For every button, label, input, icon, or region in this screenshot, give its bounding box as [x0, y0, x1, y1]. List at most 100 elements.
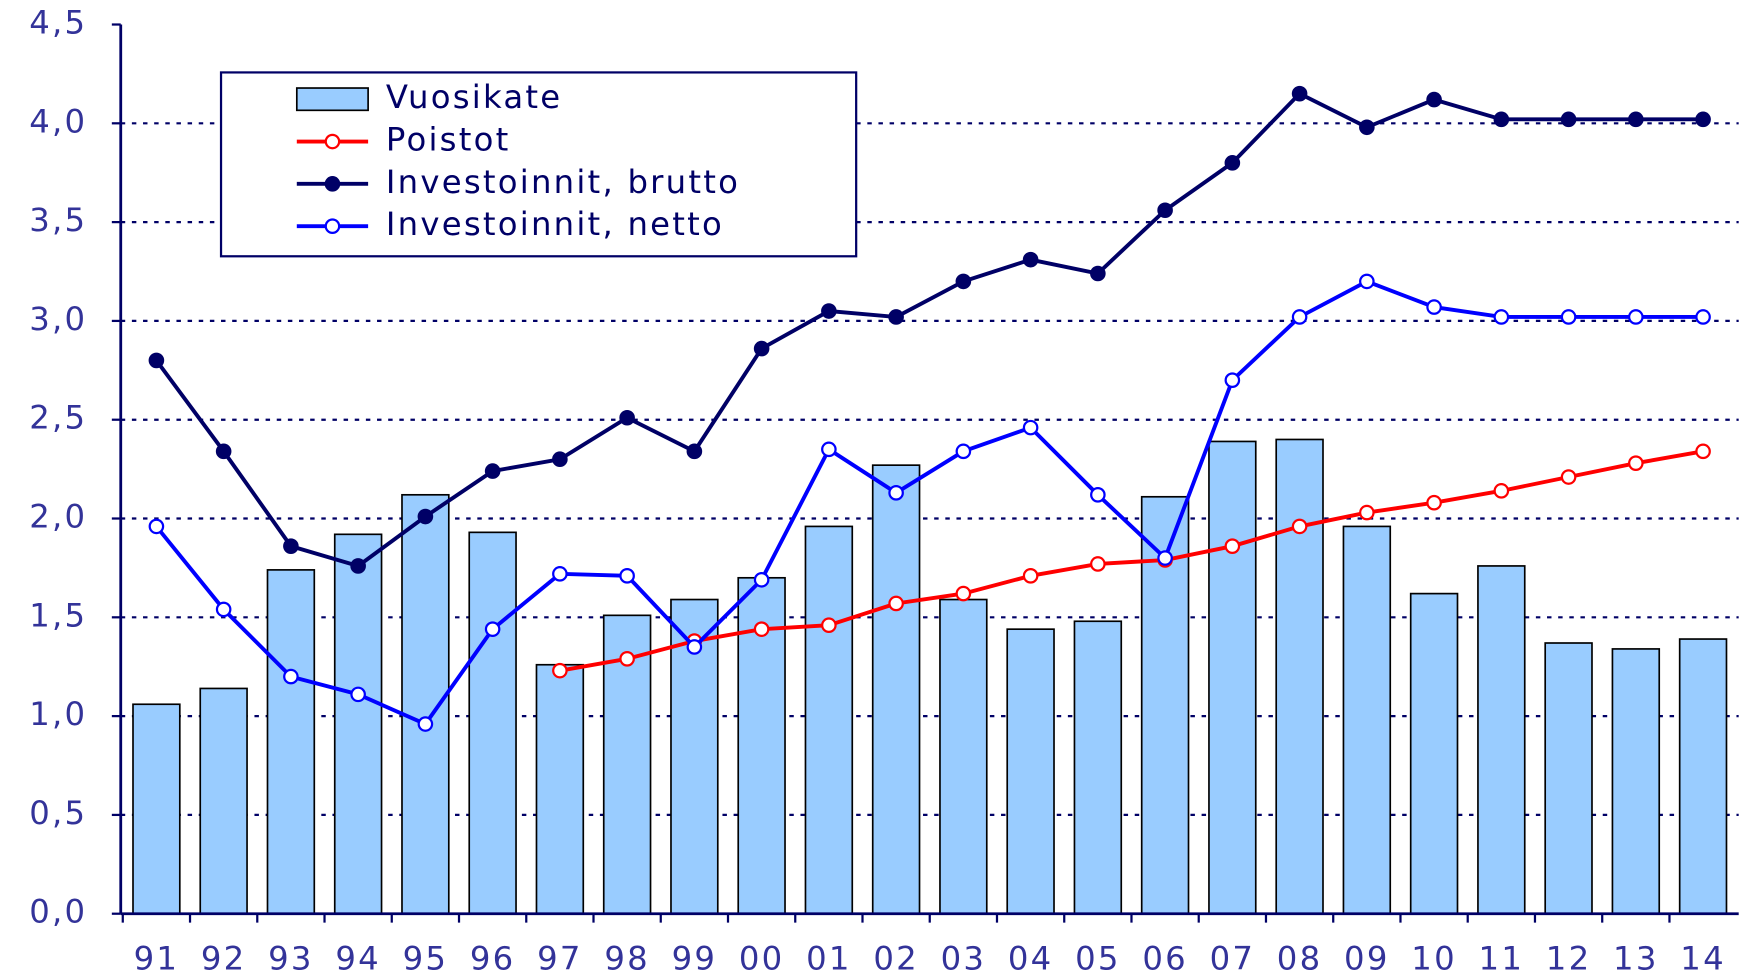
marker: [1560, 111, 1577, 128]
marker: [1426, 494, 1442, 511]
bar: [1544, 642, 1593, 915]
bar: [804, 525, 854, 915]
legend-label: Poistot: [386, 121, 511, 159]
marker: [1359, 119, 1375, 136]
marker: [552, 451, 568, 468]
x-tick-label: 93: [268, 940, 314, 975]
marker: [417, 508, 434, 525]
marker: [1359, 273, 1375, 290]
marker: [1493, 111, 1510, 128]
y-tick-label: 2,5: [29, 399, 87, 437]
bar: [199, 687, 248, 915]
marker: [283, 538, 299, 554]
marker: [1560, 309, 1577, 325]
x-tick-label: 03: [941, 940, 987, 975]
marker: [1022, 251, 1039, 268]
y-tick-label: 4,5: [29, 4, 87, 42]
marker: [1291, 309, 1308, 325]
y-tick-label: 0,5: [29, 794, 87, 832]
marker: [148, 518, 165, 535]
marker: [888, 595, 904, 612]
marker: [1090, 487, 1106, 503]
marker: [1493, 483, 1510, 499]
marker: [821, 617, 837, 634]
marker: [484, 463, 501, 479]
marker: [821, 303, 837, 319]
marker: [283, 668, 299, 685]
x-tick-label: 95: [403, 940, 449, 975]
marker: [215, 601, 232, 618]
marker: [1157, 202, 1173, 219]
bar: [1006, 628, 1055, 915]
x-tick-label: 97: [537, 940, 583, 975]
marker: [1560, 469, 1577, 485]
y-tick-label: 4,0: [29, 102, 87, 140]
marker: [148, 352, 165, 369]
y-tick-label: 1,5: [29, 596, 87, 634]
marker: [1022, 568, 1039, 584]
x-tick-label: 13: [1613, 940, 1659, 975]
marker: [1291, 518, 1308, 535]
x-tick-label: 10: [1411, 940, 1457, 975]
x-tick-label: 09: [1344, 940, 1390, 975]
bar: [1477, 565, 1526, 915]
marker: [1224, 538, 1241, 554]
bar: [871, 464, 921, 915]
bar: [333, 533, 383, 915]
marker: [1022, 419, 1039, 436]
marker: [1157, 550, 1173, 566]
marker: [686, 639, 703, 655]
legend-label: Investoinnit, brutto: [386, 163, 740, 201]
legend-marker: [324, 133, 341, 150]
marker: [686, 443, 703, 460]
x-tick-label: 96: [470, 940, 516, 975]
marker: [1224, 155, 1241, 171]
marker: [619, 651, 635, 667]
bar: [1275, 438, 1324, 915]
marker: [1628, 455, 1644, 471]
marker: [821, 441, 837, 458]
bar: [266, 569, 316, 915]
y-tick-label: 1,0: [29, 695, 87, 733]
x-tick-label: 91: [134, 940, 180, 975]
bar: [535, 663, 585, 915]
legend-swatch: [295, 87, 369, 112]
bar: [468, 531, 517, 915]
marker: [753, 340, 770, 357]
bar: [939, 598, 988, 915]
x-tick-label: 05: [1075, 940, 1121, 975]
marker: [1695, 111, 1711, 128]
x-tick-label: 98: [604, 940, 650, 975]
legend-marker: [324, 218, 341, 235]
marker: [1426, 299, 1442, 315]
x-tick-label: 92: [201, 940, 247, 975]
marker: [1695, 309, 1711, 325]
marker: [417, 716, 434, 732]
marker: [215, 443, 232, 460]
marker: [753, 621, 770, 637]
y-tick-label: 3,5: [29, 201, 87, 239]
marker: [888, 485, 904, 501]
marker: [955, 585, 972, 602]
legend-label: Vuosikate: [386, 78, 562, 116]
marker: [753, 571, 770, 588]
x-tick-label: 02: [873, 940, 919, 975]
marker: [1628, 309, 1644, 325]
x-tick-label: 08: [1277, 940, 1323, 975]
marker: [552, 566, 568, 582]
bar: [132, 703, 181, 915]
line: [154, 279, 1704, 727]
marker: [1359, 504, 1375, 521]
x-tick-label: 11: [1479, 940, 1525, 975]
x-tick-label: 01: [806, 940, 852, 975]
bar: [1342, 525, 1392, 915]
marker: [619, 568, 635, 584]
marker: [350, 686, 366, 703]
marker: [1291, 85, 1308, 102]
marker: [619, 409, 635, 426]
marker: [1493, 309, 1510, 325]
x-tick-label: 14: [1680, 940, 1726, 975]
y-tick-label: 3,0: [29, 300, 87, 338]
